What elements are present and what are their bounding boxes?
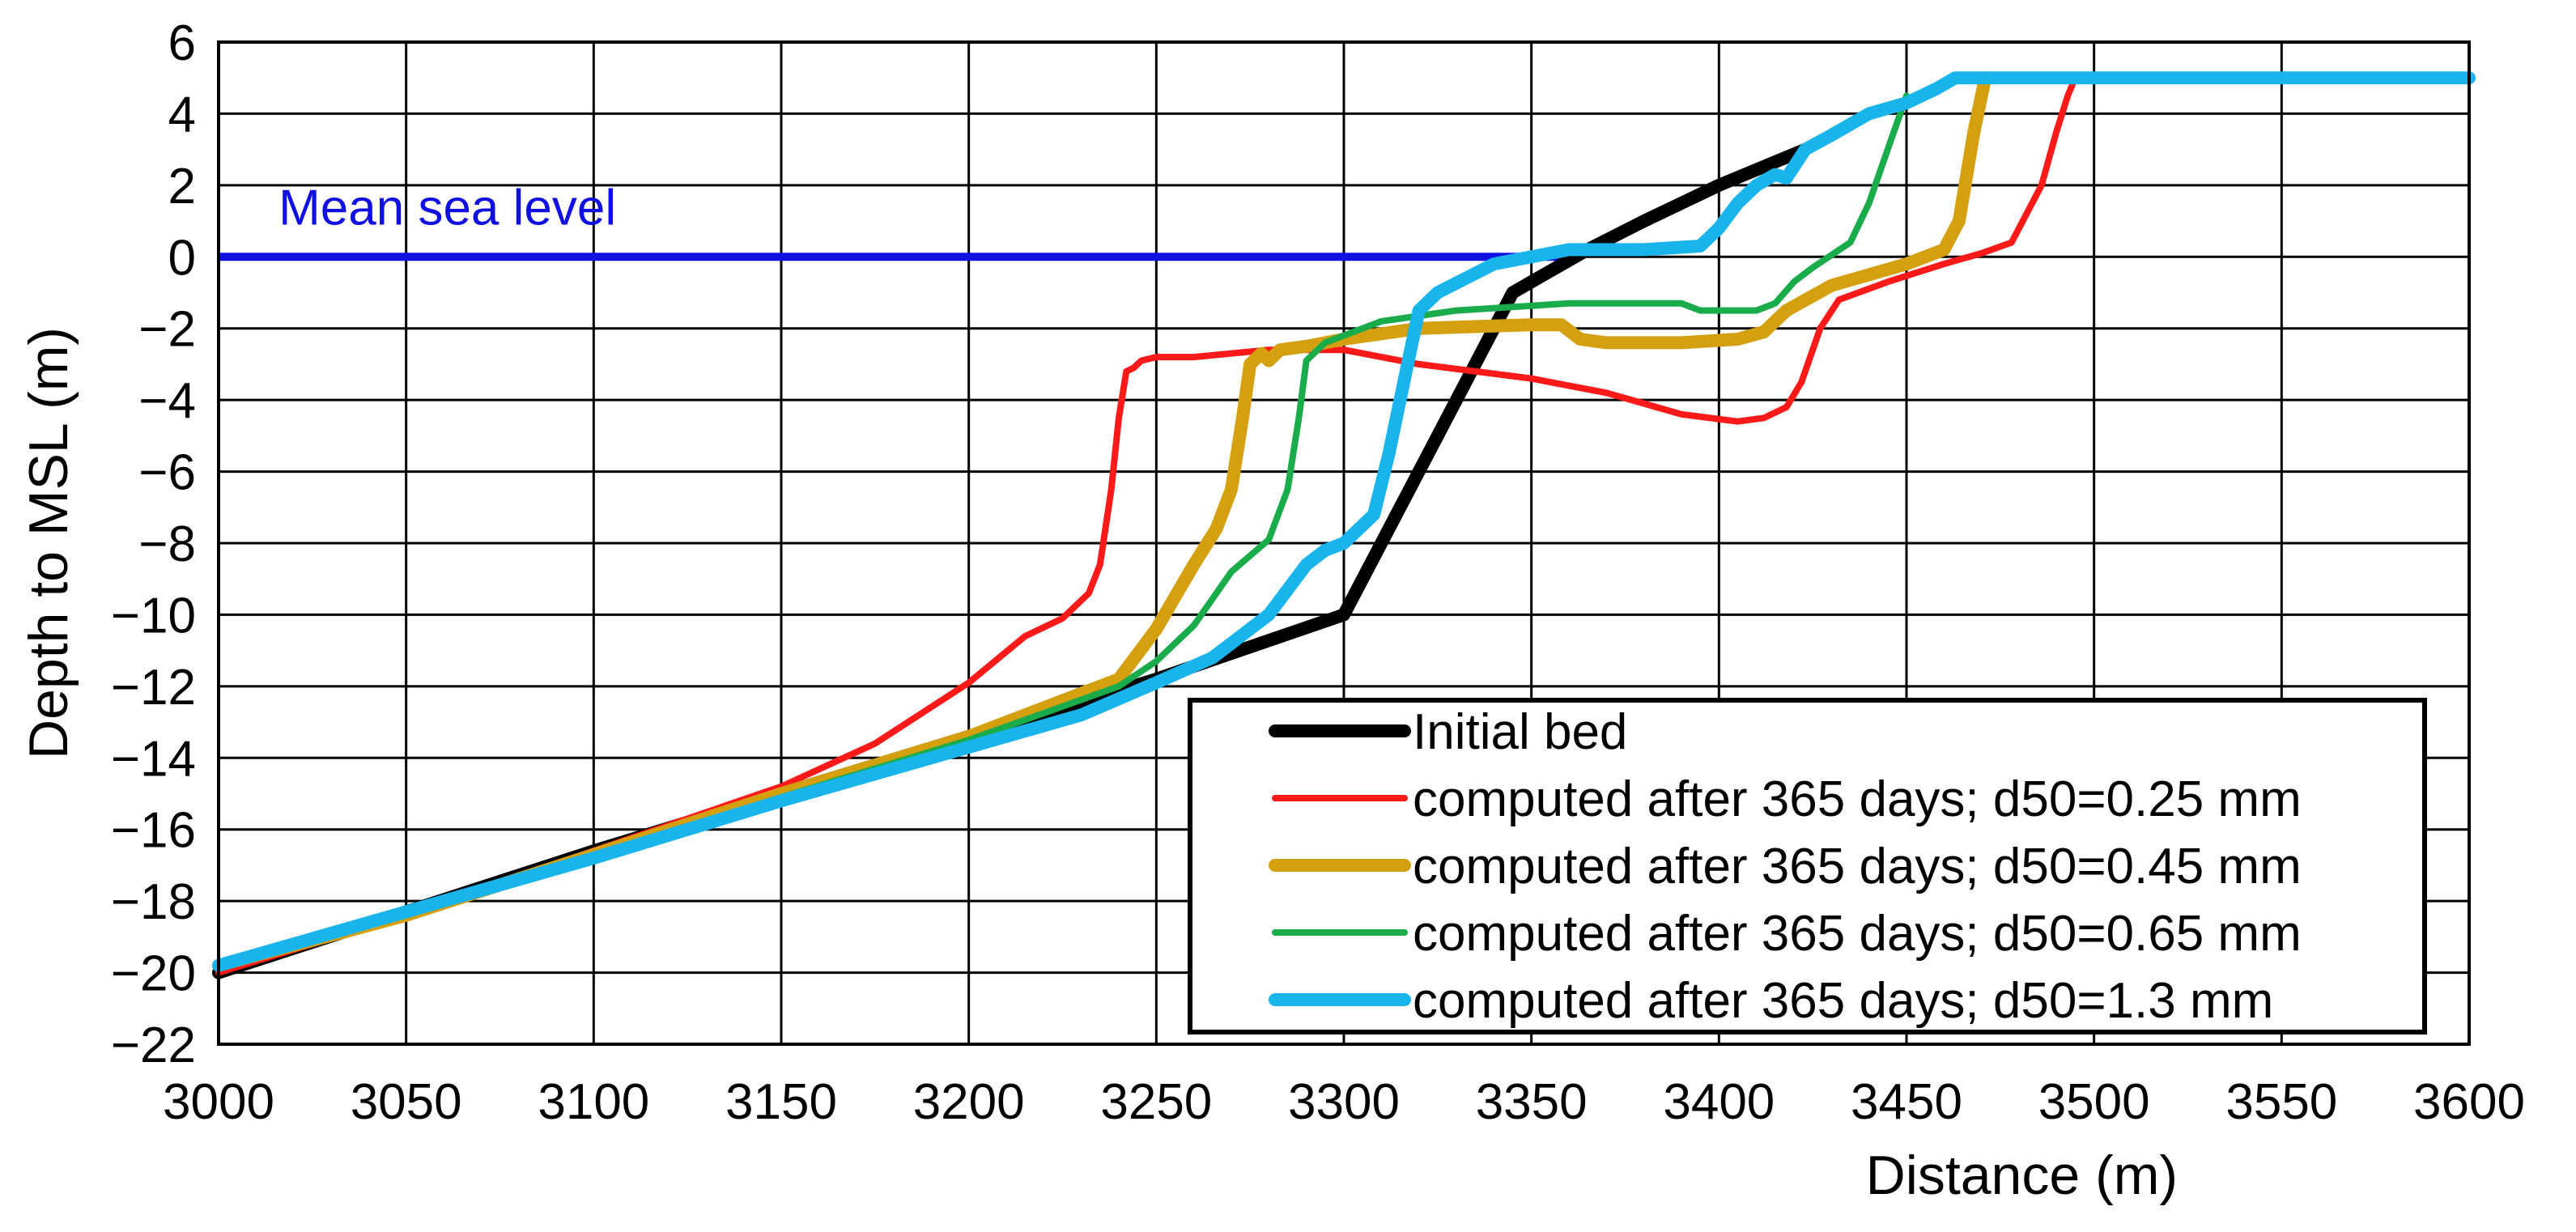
legend-label-4: computed after 365 days; d50=0.65 mm	[1413, 906, 2302, 962]
y-tick-label: −8	[138, 516, 196, 572]
tick-labels: 3000 3050 3100 3150 3200 3250 3300 3350 3400 3450…	[111, 15, 2525, 1130]
x-tick-label: 3500	[2038, 1074, 2150, 1130]
x-tick-label: 3450	[1851, 1074, 1962, 1130]
x-tick-label: 3550	[2225, 1074, 2337, 1130]
legend-label-2: computed after 365 days; d50=0.25 mm	[1413, 771, 2302, 827]
legend-items: Initial bed computed after 365 days; d50=…	[1269, 704, 2302, 1029]
legend-label-5: computed after 365 days; d50=1.3 mm	[1413, 973, 2273, 1029]
y-tick-label: −10	[111, 588, 196, 644]
x-tick-label: 3200	[913, 1074, 1025, 1130]
legend-label-3: computed after 365 days; d50=0.45 mm	[1413, 839, 2302, 894]
series-lines	[212, 71, 2476, 979]
x-tick-label: 3350	[1476, 1074, 1588, 1130]
series-line-5	[212, 71, 2476, 972]
y-tick-label: −4	[138, 373, 196, 429]
y-tick-label: 4	[168, 87, 196, 142]
legend-label-1: Initial bed	[1413, 704, 1627, 760]
x-axis-title: Distance (m)	[1866, 1145, 2178, 1206]
y-tick-label: −22	[111, 1017, 196, 1073]
mean-sea-level-annotation: Mean sea level	[278, 180, 616, 236]
x-tick-label: 3300	[1288, 1074, 1400, 1130]
series-line-4	[215, 92, 1910, 969]
y-tick-label: −6	[138, 445, 196, 501]
x-tick-label: 3600	[2413, 1074, 2525, 1130]
y-axis-title: Depth to MSL (m)	[18, 327, 79, 759]
x-tick-label: 3250	[1100, 1074, 1212, 1130]
x-tick-label: 3100	[538, 1074, 649, 1130]
y-tick-label: −16	[111, 803, 196, 859]
legend: Initial bed computed after 365 days; d50=…	[1188, 698, 2427, 1034]
y-tick-label: 6	[168, 15, 196, 71]
x-tick-label: 3150	[725, 1074, 837, 1130]
y-tick-label: 0	[168, 230, 196, 286]
y-tick-label: 2	[168, 159, 196, 215]
plot-frame	[217, 40, 2471, 1046]
y-tick-label: −20	[111, 946, 196, 1002]
y-tick-label: −2	[138, 302, 196, 358]
y-tick-label: −14	[111, 731, 196, 787]
x-tick-label: 3400	[1663, 1074, 1775, 1130]
y-tick-label: −18	[111, 874, 196, 930]
x-tick-label: 3050	[351, 1074, 462, 1130]
x-tick-label: 3000	[163, 1074, 274, 1130]
series-line-2	[215, 74, 2079, 976]
y-tick-label: −12	[111, 660, 196, 716]
